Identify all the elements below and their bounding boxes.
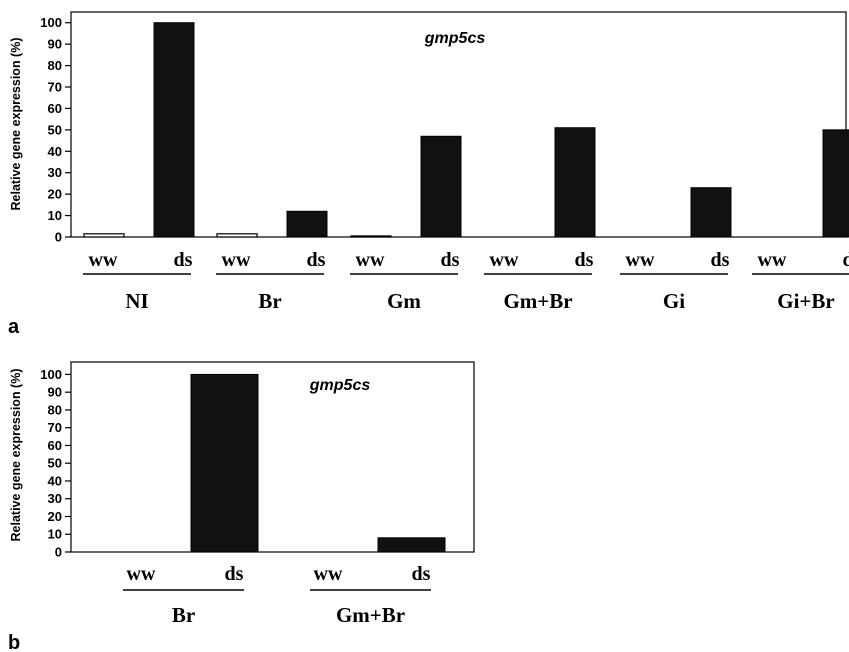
y-tick-label: 10	[48, 208, 62, 223]
group-label: Gm	[387, 289, 421, 313]
bar-ds	[286, 210, 328, 238]
x-sub-label-ds: ds	[711, 249, 730, 271]
x-sub-label-ds: ds	[412, 563, 431, 585]
y-tick-label: 80	[48, 402, 62, 417]
x-sub-label-ds: ds	[575, 249, 594, 271]
y-tick-label: 90	[48, 37, 62, 52]
bar-ww	[350, 235, 392, 238]
plot-frame	[70, 361, 475, 553]
x-sub-label-ww: ww	[222, 249, 251, 271]
bar-ds	[377, 537, 446, 553]
chart-title: gmp5cs	[309, 377, 371, 394]
group-label: Gm+Br	[503, 289, 572, 313]
group-label: Br	[258, 289, 281, 313]
y-tick-label: 40	[48, 144, 62, 159]
y-tick-label: 0	[55, 545, 62, 560]
bar-ds	[420, 135, 462, 238]
y-tick-label: 30	[48, 491, 62, 506]
x-sub-label-ds: ds	[174, 249, 193, 271]
y-tick-label: 50	[48, 122, 62, 137]
bar-ds	[190, 373, 259, 553]
bar-ww	[216, 233, 258, 238]
x-sub-label-ww: ww	[356, 249, 385, 271]
group-label: Br	[172, 603, 195, 627]
y-tick-label: 20	[48, 509, 62, 524]
x-sub-label-ds: ds	[307, 249, 326, 271]
y-tick-label: 90	[48, 385, 62, 400]
x-sub-label-ww: ww	[490, 249, 519, 271]
y-tick-label: 30	[48, 165, 62, 180]
y-axis-label: Relative gene expression (%)	[9, 369, 23, 542]
y-axis-label: Relative gene expression (%)	[9, 38, 23, 211]
chart-title: gmp5cs	[424, 30, 486, 47]
x-sub-label-ww: ww	[626, 249, 655, 271]
x-sub-label-ww: ww	[314, 563, 343, 585]
group-label: NI	[125, 289, 148, 313]
x-sub-label-ww: ww	[89, 249, 118, 271]
x-sub-label-ds: ds	[441, 249, 460, 271]
bar-ww	[83, 233, 125, 238]
x-sub-label-ww: ww	[758, 249, 787, 271]
y-tick-label: 70	[48, 420, 62, 435]
y-tick-label: 100	[40, 367, 62, 382]
y-tick-label: 50	[48, 456, 62, 471]
bar-ds	[554, 127, 596, 238]
panel-a-chart: 0 10 20 30 40 50 60 70 80 90 100 gmp5cs Relative gen…	[8, 11, 849, 338]
x-sub-label-ds: ds	[843, 249, 849, 271]
x-sub-label-ww: ww	[127, 563, 156, 585]
y-tick-label: 80	[48, 58, 62, 73]
y-tick-label: 70	[48, 80, 62, 95]
panel-b-chart: 0 10 20 30 40 50 60 70 80 90 100 gmp5cs Relative gen…	[8, 361, 475, 652]
bar-ds	[153, 22, 195, 238]
group-label: Gi+Br	[777, 289, 834, 313]
y-tick-label: 0	[55, 230, 62, 245]
bar-ds	[690, 187, 732, 238]
y-tick-label: 20	[48, 187, 62, 202]
y-tick-label: 60	[48, 101, 62, 116]
group-label: Gi	[663, 289, 685, 313]
y-tick-label: 60	[48, 438, 62, 453]
group-label: Gm+Br	[336, 603, 405, 627]
panel-letter: b	[8, 632, 20, 652]
y-tick-label: 10	[48, 527, 62, 542]
panel-letter: a	[8, 316, 20, 338]
y-tick-label: 40	[48, 473, 62, 488]
x-sub-label-ds: ds	[225, 563, 244, 585]
y-tick-label: 100	[40, 15, 62, 30]
bar-ds	[822, 129, 849, 238]
